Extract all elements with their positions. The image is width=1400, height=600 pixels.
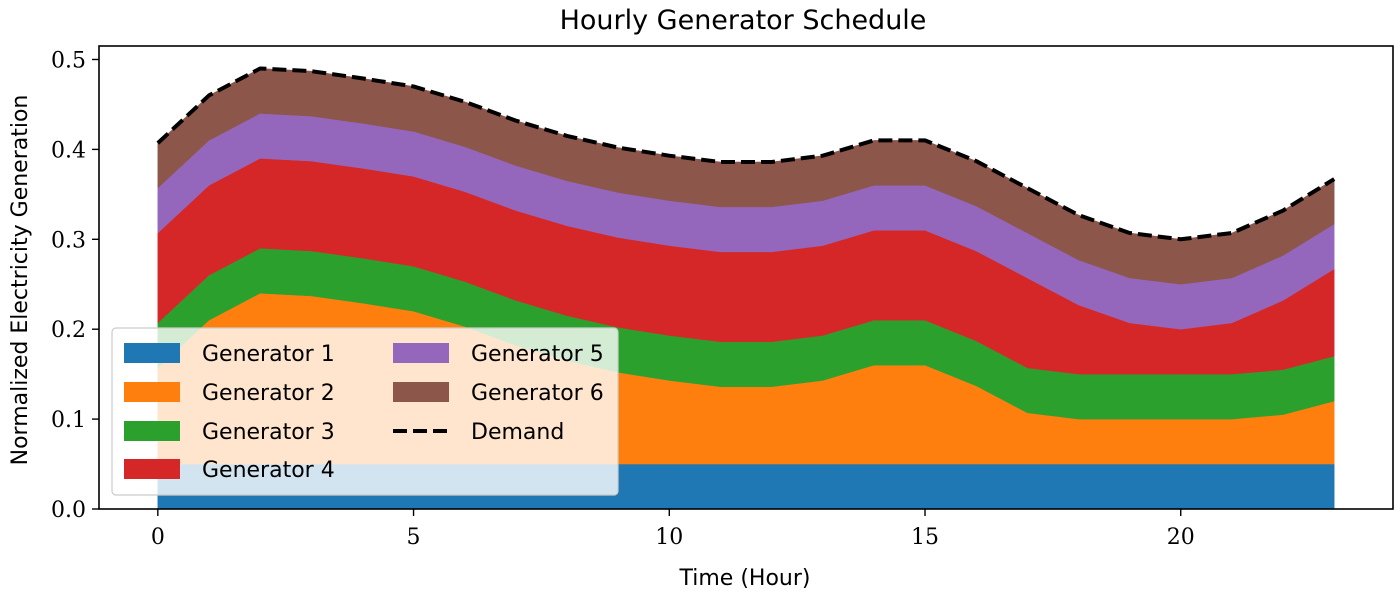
legend-swatch-generator-3 (124, 421, 180, 441)
legend-label-generator-2: Generator 2 (202, 381, 335, 406)
legend: Generator 1 Generator 2 Generator 3 Generat… (111, 327, 619, 496)
legend-swatch-generator-1 (124, 343, 180, 363)
x-tick-label: 20 (1167, 525, 1195, 550)
x-tick-label: 15 (911, 525, 939, 550)
legend-swatch-generator-2 (124, 382, 180, 402)
legend-swatch-generator-5 (393, 343, 449, 363)
y-tick-label: 0.0 (51, 498, 86, 523)
legend-label-generator-5: Generator 5 (471, 342, 604, 367)
y-tick-label: 0.4 (51, 138, 86, 163)
x-tick-label: 0 (151, 525, 165, 550)
axes: 0 5 10 15 20 0.0 0.1 0.2 0.3 0.4 0.5 (51, 45, 1394, 550)
legend-box (111, 327, 619, 496)
demand-line (156, 66, 1336, 242)
y-tick-label: 0.3 (51, 228, 86, 253)
y-tick-label: 0.2 (51, 318, 86, 343)
legend-label-demand: Demand (471, 420, 564, 445)
chart-title: Hourly Generator Schedule (560, 5, 927, 36)
y-tick-label: 0.1 (51, 408, 86, 433)
legend-label-generator-3: Generator 3 (202, 420, 335, 445)
legend-label-generator-1: Generator 1 (202, 342, 335, 367)
x-tick-label: 10 (655, 525, 683, 550)
legend-swatch-generator-4 (124, 459, 180, 479)
y-tick-label: 0.5 (51, 48, 86, 73)
legend-label-generator-4: Generator 4 (202, 458, 335, 483)
x-axis-label: Time (Hour) (679, 566, 811, 591)
x-tick-label: 5 (407, 525, 421, 550)
plot-frame (98, 45, 1394, 510)
legend-label-generator-6: Generator 6 (471, 381, 604, 406)
y-axis-label: Normalized Electricity Generation (8, 95, 33, 466)
legend-swatch-generator-6 (393, 382, 449, 402)
demand-layer (156, 66, 1336, 242)
